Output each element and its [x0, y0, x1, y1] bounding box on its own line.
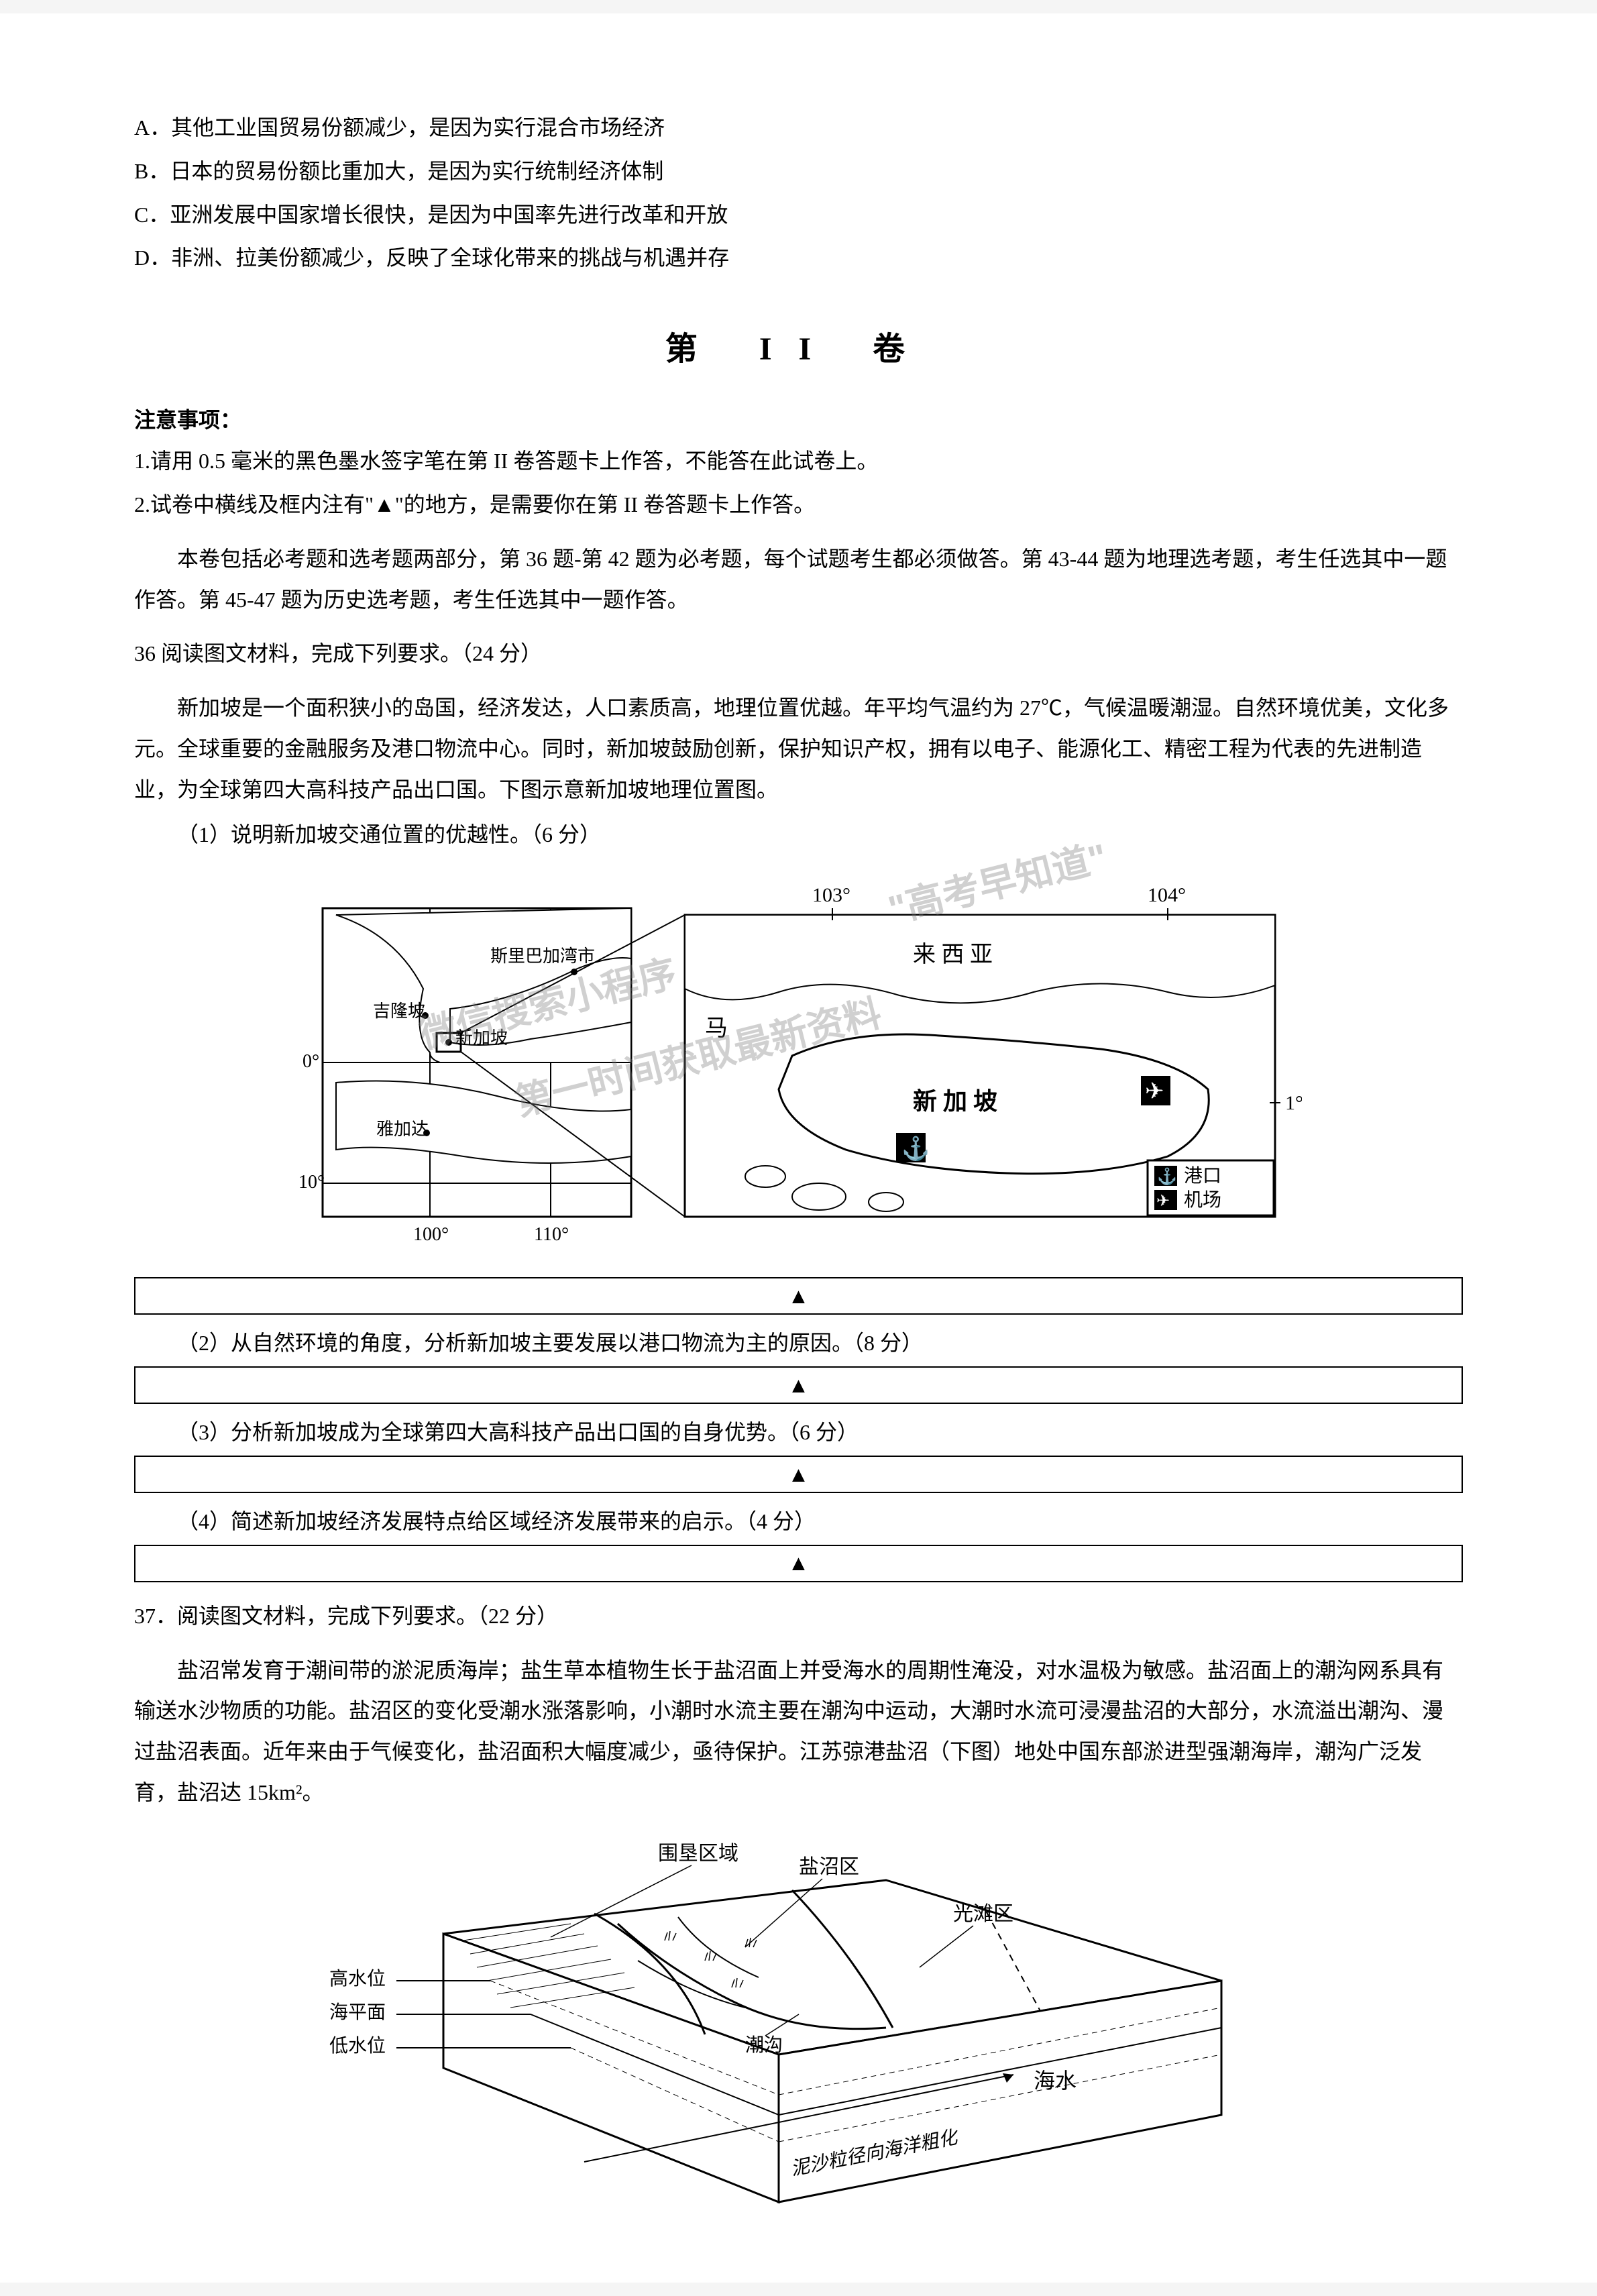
inset-map: 吉隆坡 新加坡 雅加达 斯里巴加湾市 0° 10° 100° 110°	[298, 908, 631, 1245]
q36-sub4: （4）简述新加坡经济发展特点给区域经济发展带来的启示。（4 分）	[134, 1501, 1463, 1542]
q36-passage: 新加坡是一个面积狭小的岛国，经济发达，人口素质高，地理位置优越。年平均气温约为 …	[134, 688, 1463, 810]
answer-marker: ▲	[788, 1454, 810, 1495]
singapore-map-svg: 吉隆坡 新加坡 雅加达 斯里巴加湾市 0° 10° 100° 110°	[296, 868, 1302, 1270]
option-a: A．其他工业国贸易份额减少，是因为实行混合市场经济	[134, 107, 1463, 148]
q36-sub3: （3）分析新加坡成为全球第四大高科技产品出口国的自身优势。（6 分）	[134, 1412, 1463, 1453]
q36-sub2: （2）从自然环境的角度，分析新加坡主要发展以港口物流为主的原因。（8 分）	[134, 1323, 1463, 1364]
answer-marker: ▲	[788, 1276, 810, 1317]
label-channel: 潮沟	[745, 2034, 783, 2056]
answer-marker: ▲	[788, 1543, 810, 1584]
label-high-water: 高水位	[329, 1968, 386, 1989]
svg-text:✈: ✈	[1145, 1079, 1164, 1104]
q37-stem: 37．阅读图文材料，完成下列要求。（22 分）	[134, 1596, 1463, 1637]
label-bsb: 斯里巴加湾市	[490, 946, 595, 966]
label-enclosed: 围垦区域	[658, 1843, 738, 1865]
map-legend: ⚓ 港口 ✈ 机场	[1148, 1160, 1274, 1215]
answer-box-1: ▲	[134, 1277, 1463, 1315]
inset-lat-10: 10°	[298, 1172, 325, 1193]
inset-lon-100: 100°	[413, 1224, 449, 1245]
option-b: B．日本的贸易份额比重加大，是因为实行统制经济体制	[134, 151, 1463, 192]
answer-box-2: ▲	[134, 1366, 1463, 1404]
section-intro: 本卷包括必考题和选考题两部分，第 36 题-第 42 题为必考题，每个试题考生都…	[134, 539, 1463, 620]
legend-port-label: 港口	[1184, 1165, 1221, 1187]
label-flat: 光滩区	[953, 1903, 1013, 1925]
answer-box-3: ▲	[134, 1456, 1463, 1493]
label-marsh: 盐沼区	[799, 1856, 859, 1878]
legend-airport-label: 机场	[1184, 1189, 1221, 1211]
inset-lat-0: 0°	[302, 1051, 319, 1072]
answer-box-4: ▲	[134, 1545, 1463, 1582]
airport-icon: ✈	[1141, 1076, 1170, 1105]
notice-heading: 注意事项：	[134, 400, 1463, 441]
q36-sub1: （1）说明新加坡交通位置的优越性。（6 分）	[134, 814, 1463, 855]
svg-text:✈: ✈	[1156, 1193, 1170, 1210]
option-d: D．非洲、拉美份额减少，反映了全球化带来的挑战与机遇并存	[134, 237, 1463, 278]
label-jk: 雅加达	[376, 1119, 429, 1139]
q37-passage: 盐沼常发育于潮间带的淤泥质海岸；盐生草本植物生长于盐沼面上并受海水的周期性淹没，…	[134, 1650, 1463, 1813]
main-map: 103° 104° 1° 来 西 亚 马 新 加 坡 ⚓ ✈	[685, 884, 1302, 1217]
q36-stem: 36 阅读图文材料，完成下列要求。（24 分）	[134, 633, 1463, 674]
svg-text:⚓: ⚓	[1157, 1167, 1177, 1186]
main-lat-1: 1°	[1285, 1092, 1302, 1114]
main-lon-104: 104°	[1148, 884, 1186, 906]
section-2-title: 第 II 卷	[134, 319, 1463, 380]
svg-text:⚓: ⚓	[901, 1136, 930, 1162]
label-sea: 海水	[1034, 2069, 1077, 2093]
notice-line-1: 1.请用 0.5 毫米的黑色墨水签字笔在第 II 卷答题卡上作答，不能答在此试卷…	[134, 441, 1463, 482]
label-ma: 马	[705, 1016, 728, 1041]
figure-salt-marsh: 围垦区域 盐沼区 光滩区 潮沟 海水 高水位 海平面 低水位 泥沙粒径向海洋粗化	[329, 1826, 1268, 2229]
port-icon: ⚓	[896, 1133, 930, 1162]
exam-page: A．其他工业国贸易份额减少，是因为实行混合市场经济 B．日本的贸易份额比重加大，…	[0, 13, 1597, 2283]
label-singapore-big: 新 加 坡	[913, 1088, 997, 1115]
notice-line-2: 2.试卷中横线及框内注有"▲"的地方，是需要你在第 II 卷答题卡上作答。	[134, 484, 1463, 525]
figure-singapore-map: "高考早知道" 微信搜索小程序 第一时间获取最新资料	[296, 868, 1302, 1270]
label-msl: 海平面	[329, 2002, 386, 2023]
salt-marsh-svg: 围垦区域 盐沼区 光滩区 潮沟 海水 高水位 海平面 低水位 泥沙粒径向海洋粗化	[329, 1826, 1268, 2229]
label-low-water: 低水位	[329, 2035, 386, 2057]
option-c: C．亚洲发展中国家增长很快，是因为中国率先进行改革和开放	[134, 195, 1463, 235]
answer-marker: ▲	[788, 1365, 810, 1406]
label-malaysia: 来 西 亚	[913, 942, 993, 967]
label-kl: 吉隆坡	[373, 1001, 425, 1021]
inset-lon-110: 110°	[534, 1224, 569, 1245]
main-lon-103: 103°	[812, 884, 850, 906]
